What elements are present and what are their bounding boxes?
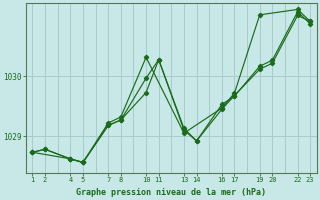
X-axis label: Graphe pression niveau de la mer (hPa): Graphe pression niveau de la mer (hPa) xyxy=(76,188,266,197)
